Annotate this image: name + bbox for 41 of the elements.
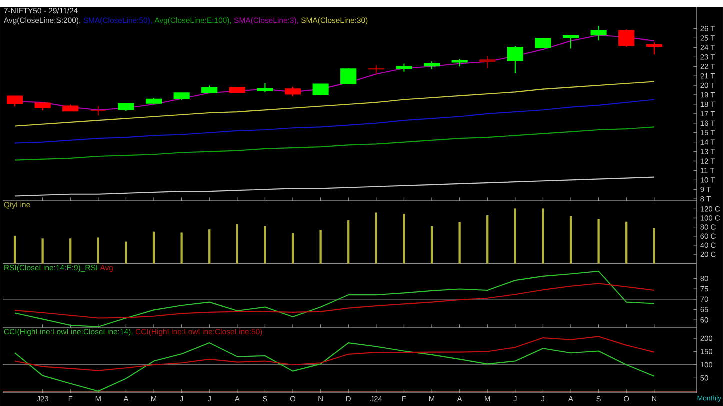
candlestick: [590, 26, 607, 42]
bar: [292, 233, 294, 264]
bar: [430, 226, 434, 264]
line-series: [14, 342, 655, 392]
line-series: [14, 270, 655, 328]
bar: [486, 216, 489, 264]
bar: [348, 220, 350, 264]
candlestick: [312, 83, 329, 96]
line-series: [14, 336, 655, 372]
bar: [97, 238, 100, 264]
bar: [125, 242, 128, 264]
bar: [264, 226, 266, 264]
candlestick: [90, 106, 106, 116]
bar: [458, 222, 461, 264]
candlestick: [535, 38, 552, 48]
candlestick: [507, 46, 524, 74]
bar: [570, 216, 572, 264]
bar: [70, 238, 72, 264]
candlestick: [257, 82, 274, 94]
bar: [152, 232, 156, 264]
bar: [542, 208, 544, 264]
bar: [403, 214, 406, 264]
candlestick: [368, 64, 384, 76]
bar: [42, 238, 44, 264]
bar: [626, 222, 628, 264]
candlestick: [480, 56, 496, 69]
bar: [514, 208, 516, 264]
candlestick: [6, 96, 24, 108]
candlestick: [618, 29, 635, 48]
bar: [14, 236, 16, 264]
bar: [208, 230, 211, 264]
candlestick: [646, 42, 662, 56]
candlestick: [562, 35, 580, 50]
candlestick: [284, 86, 302, 98]
bar: [598, 219, 600, 264]
bar: [236, 224, 238, 264]
bar: [653, 228, 656, 264]
candlestick: [340, 68, 357, 84]
bar: [375, 212, 378, 264]
bar: [180, 232, 183, 264]
bar: [320, 230, 322, 264]
